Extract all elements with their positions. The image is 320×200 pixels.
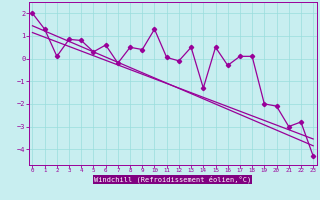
X-axis label: Windchill (Refroidissement éolien,°C): Windchill (Refroidissement éolien,°C) — [94, 176, 252, 183]
